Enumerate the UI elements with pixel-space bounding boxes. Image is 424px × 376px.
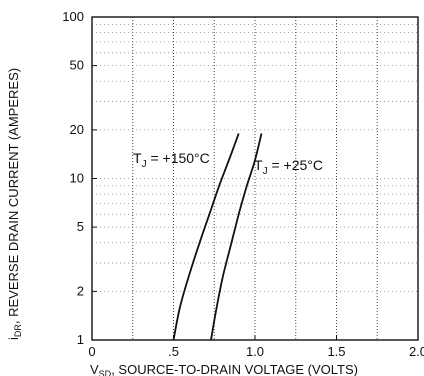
x-tick-label: .5 — [168, 344, 179, 359]
tick-labels: 0 .5 1.0 1.5 2.0 1 2 5 10 20 50 100 — [62, 9, 424, 359]
series-line-tj-150c — [172, 133, 240, 341]
x-tick-label: 0 — [88, 344, 95, 359]
y-tick-label: 10 — [70, 171, 84, 186]
y-tick-label: 1 — [77, 332, 84, 347]
y-tick-label: 50 — [70, 58, 84, 73]
x-axis-label: VSD, SOURCE-TO-DRAIN VOLTAGE (VOLTS) — [90, 362, 358, 376]
x-tick-label: 1.5 — [327, 344, 345, 359]
x-tick-label: 1.0 — [246, 344, 264, 359]
series-lines — [172, 133, 263, 341]
x-tick-label: 2.0 — [409, 344, 424, 359]
series-line-tj-25c — [210, 133, 263, 341]
y-axis-label: iDR, REVERSE DRAIN CURRENT (AMPERES) — [6, 68, 23, 340]
series-label-tj-25c: TJ = +25°C — [254, 157, 323, 177]
series-label-tj-150c: TJ = +150°C — [133, 150, 210, 170]
y-tick-label: 5 — [77, 219, 84, 234]
y-tick-label: 100 — [62, 9, 84, 24]
series-annotations: TJ = +150°C TJ = +25°C — [133, 150, 323, 177]
y-tick-label: 20 — [70, 122, 84, 137]
y-tick-label: 2 — [77, 283, 84, 298]
